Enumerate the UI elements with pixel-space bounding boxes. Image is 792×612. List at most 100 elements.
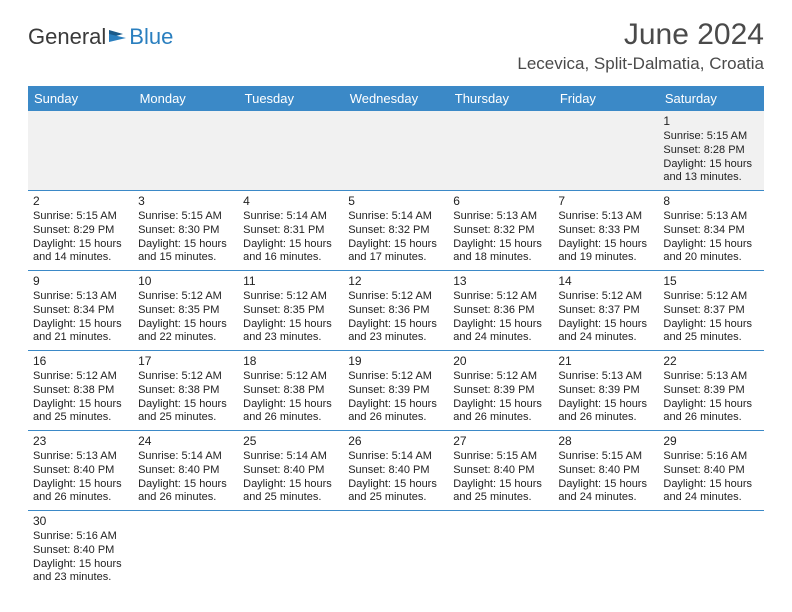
sunset-line: Sunset: 8:38 PM <box>138 384 233 398</box>
month-title: June 2024 <box>517 18 764 52</box>
day-number: 12 <box>348 274 443 289</box>
empty-cell <box>448 111 553 191</box>
day-cell: 21Sunrise: 5:13 AMSunset: 8:39 PMDayligh… <box>553 351 658 431</box>
day-number: 14 <box>558 274 653 289</box>
daylight-line: Daylight: 15 hours and 18 minutes. <box>453 238 548 266</box>
sunrise-line: Sunrise: 5:15 AM <box>138 210 233 224</box>
sunset-line: Sunset: 8:37 PM <box>663 304 758 318</box>
weekday-header-row: SundayMondayTuesdayWednesdayThursdayFrid… <box>28 86 764 111</box>
sunset-line: Sunset: 8:29 PM <box>33 224 128 238</box>
sunset-line: Sunset: 8:39 PM <box>558 384 653 398</box>
sunrise-line: Sunrise: 5:12 AM <box>348 370 443 384</box>
day-number: 20 <box>453 354 548 369</box>
day-cell: 25Sunrise: 5:14 AMSunset: 8:40 PMDayligh… <box>238 431 343 511</box>
empty-cell <box>343 511 448 591</box>
sunset-line: Sunset: 8:40 PM <box>348 464 443 478</box>
empty-cell <box>553 111 658 191</box>
sunrise-line: Sunrise: 5:14 AM <box>243 210 338 224</box>
day-number: 1 <box>663 114 758 129</box>
title-block: June 2024 Lecevica, Split-Dalmatia, Croa… <box>517 18 764 74</box>
calendar-row: 23Sunrise: 5:13 AMSunset: 8:40 PMDayligh… <box>28 431 764 511</box>
day-cell: 12Sunrise: 5:12 AMSunset: 8:36 PMDayligh… <box>343 271 448 351</box>
daylight-line: Daylight: 15 hours and 25 minutes. <box>138 398 233 426</box>
sunset-line: Sunset: 8:34 PM <box>33 304 128 318</box>
daylight-line: Daylight: 15 hours and 24 minutes. <box>663 478 758 506</box>
sunrise-line: Sunrise: 5:14 AM <box>348 210 443 224</box>
weekday-header: Monday <box>133 86 238 111</box>
sunset-line: Sunset: 8:38 PM <box>243 384 338 398</box>
sunset-line: Sunset: 8:30 PM <box>138 224 233 238</box>
sunset-line: Sunset: 8:39 PM <box>663 384 758 398</box>
day-number: 23 <box>33 434 128 449</box>
empty-cell <box>28 111 133 191</box>
sunset-line: Sunset: 8:38 PM <box>33 384 128 398</box>
daylight-line: Daylight: 15 hours and 20 minutes. <box>663 238 758 266</box>
day-number: 9 <box>33 274 128 289</box>
sunrise-line: Sunrise: 5:13 AM <box>33 450 128 464</box>
header: General Blue June 2024 Lecevica, Split-D… <box>0 0 792 80</box>
weekday-header: Thursday <box>448 86 553 111</box>
daylight-line: Daylight: 15 hours and 16 minutes. <box>243 238 338 266</box>
day-number: 11 <box>243 274 338 289</box>
daylight-line: Daylight: 15 hours and 26 minutes. <box>558 398 653 426</box>
calendar-row: 1Sunrise: 5:15 AMSunset: 8:28 PMDaylight… <box>28 111 764 191</box>
daylight-line: Daylight: 15 hours and 25 minutes. <box>243 478 338 506</box>
day-number: 29 <box>663 434 758 449</box>
day-number: 18 <box>243 354 338 369</box>
day-number: 25 <box>243 434 338 449</box>
day-cell: 28Sunrise: 5:15 AMSunset: 8:40 PMDayligh… <box>553 431 658 511</box>
day-number: 21 <box>558 354 653 369</box>
sunrise-line: Sunrise: 5:12 AM <box>453 290 548 304</box>
sunset-line: Sunset: 8:40 PM <box>243 464 338 478</box>
sunrise-line: Sunrise: 5:16 AM <box>33 530 128 544</box>
location: Lecevica, Split-Dalmatia, Croatia <box>517 54 764 74</box>
sunrise-line: Sunrise: 5:15 AM <box>558 450 653 464</box>
sunrise-line: Sunrise: 5:12 AM <box>243 290 338 304</box>
empty-cell <box>238 511 343 591</box>
sunset-line: Sunset: 8:32 PM <box>348 224 443 238</box>
daylight-line: Daylight: 15 hours and 21 minutes. <box>33 318 128 346</box>
daylight-line: Daylight: 15 hours and 23 minutes. <box>348 318 443 346</box>
sunset-line: Sunset: 8:36 PM <box>348 304 443 318</box>
daylight-line: Daylight: 15 hours and 23 minutes. <box>33 558 128 586</box>
empty-cell <box>238 111 343 191</box>
empty-cell <box>553 511 658 591</box>
day-number: 10 <box>138 274 233 289</box>
day-cell: 6Sunrise: 5:13 AMSunset: 8:32 PMDaylight… <box>448 191 553 271</box>
day-number: 26 <box>348 434 443 449</box>
daylight-line: Daylight: 15 hours and 24 minutes. <box>453 318 548 346</box>
sunrise-line: Sunrise: 5:12 AM <box>348 290 443 304</box>
day-cell: 22Sunrise: 5:13 AMSunset: 8:39 PMDayligh… <box>658 351 763 431</box>
day-cell: 5Sunrise: 5:14 AMSunset: 8:32 PMDaylight… <box>343 191 448 271</box>
day-cell: 4Sunrise: 5:14 AMSunset: 8:31 PMDaylight… <box>238 191 343 271</box>
day-number: 19 <box>348 354 443 369</box>
sunrise-line: Sunrise: 5:15 AM <box>663 130 758 144</box>
sunrise-line: Sunrise: 5:15 AM <box>33 210 128 224</box>
empty-cell <box>133 111 238 191</box>
day-number: 15 <box>663 274 758 289</box>
sunrise-line: Sunrise: 5:13 AM <box>558 370 653 384</box>
day-cell: 29Sunrise: 5:16 AMSunset: 8:40 PMDayligh… <box>658 431 763 511</box>
daylight-line: Daylight: 15 hours and 22 minutes. <box>138 318 233 346</box>
weekday-header: Saturday <box>658 86 763 111</box>
empty-cell <box>658 511 763 591</box>
day-cell: 2Sunrise: 5:15 AMSunset: 8:29 PMDaylight… <box>28 191 133 271</box>
calendar-row: 16Sunrise: 5:12 AMSunset: 8:38 PMDayligh… <box>28 351 764 431</box>
daylight-line: Daylight: 15 hours and 25 minutes. <box>348 478 443 506</box>
daylight-line: Daylight: 15 hours and 26 minutes. <box>138 478 233 506</box>
sunset-line: Sunset: 8:32 PM <box>453 224 548 238</box>
sunset-line: Sunset: 8:40 PM <box>663 464 758 478</box>
day-number: 5 <box>348 194 443 209</box>
day-number: 27 <box>453 434 548 449</box>
daylight-line: Daylight: 15 hours and 25 minutes. <box>663 318 758 346</box>
day-cell: 26Sunrise: 5:14 AMSunset: 8:40 PMDayligh… <box>343 431 448 511</box>
day-number: 17 <box>138 354 233 369</box>
brand-logo: General Blue <box>28 24 173 50</box>
daylight-line: Daylight: 15 hours and 23 minutes. <box>243 318 338 346</box>
sunrise-line: Sunrise: 5:13 AM <box>33 290 128 304</box>
day-cell: 30Sunrise: 5:16 AMSunset: 8:40 PMDayligh… <box>28 511 133 591</box>
sunrise-line: Sunrise: 5:12 AM <box>138 370 233 384</box>
day-cell: 1Sunrise: 5:15 AMSunset: 8:28 PMDaylight… <box>658 111 763 191</box>
daylight-line: Daylight: 15 hours and 15 minutes. <box>138 238 233 266</box>
daylight-line: Daylight: 15 hours and 25 minutes. <box>33 398 128 426</box>
